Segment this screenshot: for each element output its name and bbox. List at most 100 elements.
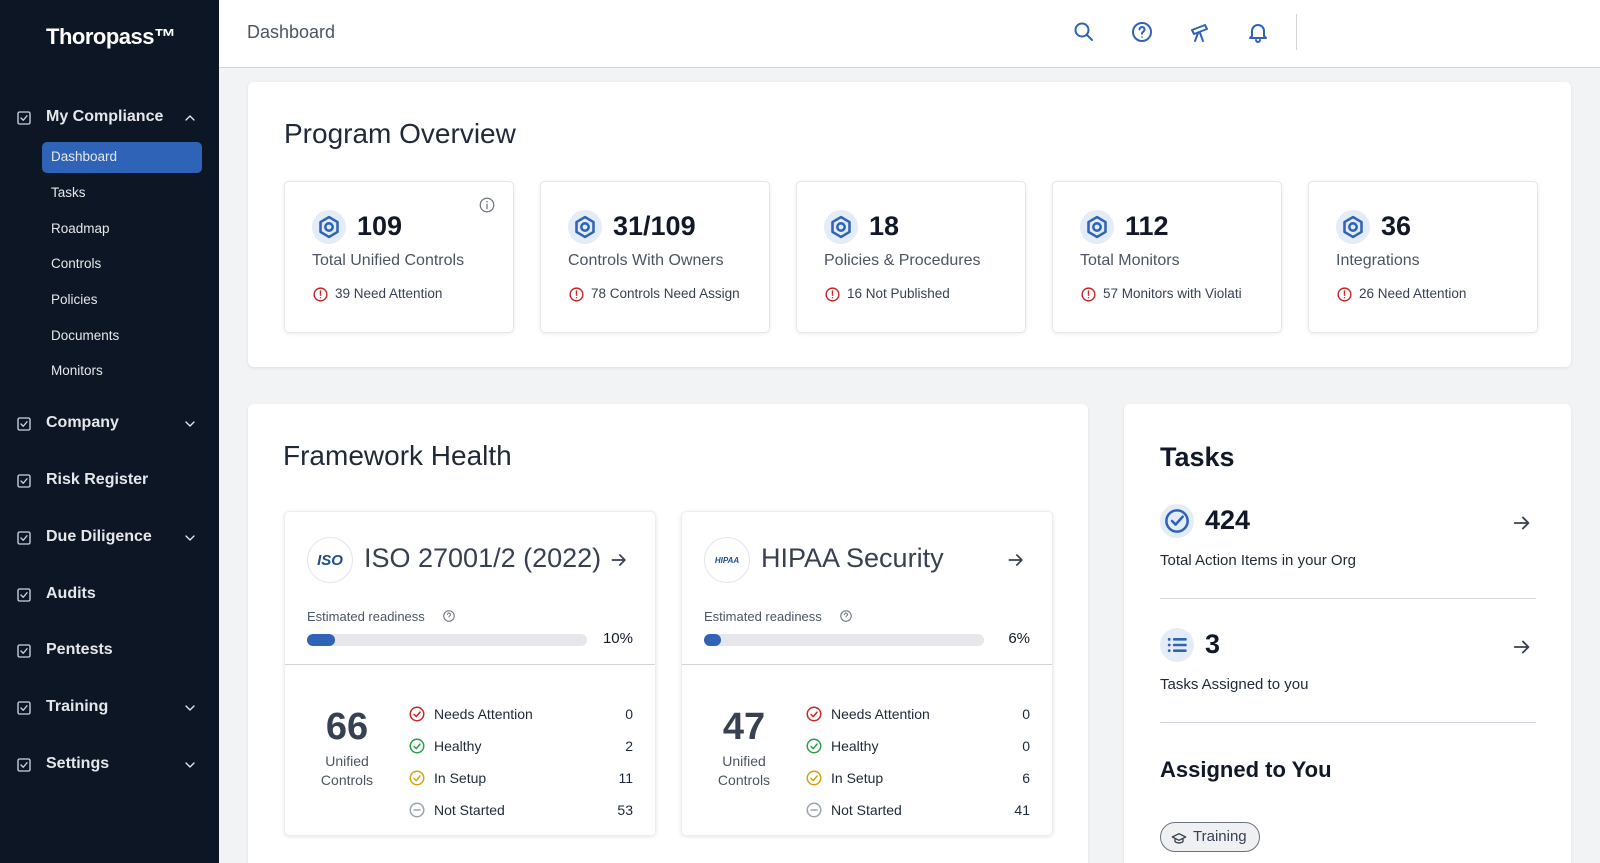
status-count: 41 (1014, 802, 1030, 818)
nav-item[interactable]: Audits (46, 585, 96, 602)
icon-path (413, 711, 421, 718)
icon-svg (1160, 504, 1194, 538)
icon-svg (17, 531, 31, 545)
stat-value: 112 (1125, 211, 1169, 241)
task-arrow[interactable] (1511, 636, 1533, 658)
icon-svg (825, 287, 840, 302)
alert-icon (1080, 286, 1097, 303)
nav-chevron[interactable] (182, 530, 198, 546)
framework-panel: Framework Health ISO ISO 27001/2 (2022) Est… (248, 404, 1088, 863)
icon-svg (185, 421, 195, 427)
icon-circle (568, 210, 602, 244)
task-icon (1160, 628, 1194, 662)
header: Dashboard (219, 0, 1600, 68)
nav-item[interactable]: Pentests (46, 641, 113, 658)
nav-chevron[interactable] (182, 416, 198, 432)
nav-subitem[interactable]: Roadmap (51, 221, 110, 236)
icon-circle (836, 222, 846, 232)
icon-path (185, 762, 195, 768)
nav-subitem[interactable]: Dashboard (51, 149, 118, 164)
icon-circle (319, 296, 322, 299)
icon-circle (1132, 22, 1152, 42)
icon-svg (1336, 210, 1370, 244)
header-icon[interactable] (1072, 20, 1096, 44)
alert-icon (312, 286, 329, 303)
nav-subitem[interactable]: Controls (51, 256, 102, 271)
stat-alert: 26 Need Attention (1359, 286, 1467, 301)
stat-icon (312, 210, 346, 244)
icon-path (1087, 215, 1107, 239)
icon-path (20, 705, 28, 711)
icon-path (413, 775, 421, 782)
stat-card: 109 Total Unified Controls 39 Need Attenti… (284, 181, 514, 333)
stat-card: 31/109 Controls With Owners 78 Controls Ne… (540, 181, 770, 333)
nav-subitem[interactable]: Documents (51, 328, 120, 343)
nav-item[interactable]: My Compliance (46, 108, 164, 125)
overview-panel: Program Overview 109 Total Unified Control… (248, 82, 1571, 367)
icon-svg (1337, 287, 1352, 302)
icon-svg (569, 287, 584, 302)
readiness-label: 10% (602, 630, 633, 647)
icon-circle (1141, 36, 1143, 38)
filter-pill[interactable]: Training (1160, 822, 1260, 852)
nav-item[interactable]: Training (46, 698, 109, 715)
icon-circle (580, 222, 590, 232)
task-arrow[interactable] (1511, 512, 1533, 534)
stat-label: Policies & Procedures (824, 252, 981, 269)
nav-item[interactable]: Due Diligence (46, 528, 152, 545)
icon-circle (1080, 210, 1114, 244)
total-label: Unified Controls (717, 753, 771, 788)
icon-svg (1171, 833, 1187, 844)
info-icon[interactable] (478, 196, 496, 214)
icon-circle (575, 296, 578, 299)
nav-icon (15, 109, 33, 127)
icon-circle (443, 610, 455, 622)
nav-chevron[interactable] (182, 110, 198, 126)
framework-arrow[interactable] (609, 550, 629, 570)
icon-circle (806, 706, 822, 722)
stat-icon (568, 210, 602, 244)
header-icon[interactable] (1188, 20, 1212, 44)
icon-svg (185, 535, 195, 541)
icon-circle (409, 802, 425, 818)
nav-subitem[interactable]: Monitors (51, 363, 103, 378)
nav-subitem[interactable]: Policies (51, 292, 98, 307)
icon-path (1138, 26, 1146, 35)
logo: Thoropass™ (46, 24, 176, 49)
framework-arrow[interactable] (1006, 550, 1026, 570)
framework-name: HIPAA Security (761, 543, 944, 573)
icon-rect (17, 758, 31, 772)
nav-chevron[interactable] (182, 757, 198, 773)
status-count: 0 (625, 706, 633, 722)
nav-item[interactable]: Settings (46, 755, 110, 772)
stat-value: 31/109 (613, 211, 696, 241)
icon-path (575, 215, 595, 239)
status-count: 0 (1022, 706, 1030, 722)
nav-chevron[interactable] (182, 700, 198, 716)
icon-path (20, 535, 28, 541)
readiness-track (704, 634, 984, 646)
header-icon[interactable] (1130, 20, 1154, 44)
nav-item[interactable]: Company (46, 414, 119, 431)
nav-item[interactable]: Risk Register (46, 471, 149, 488)
nav-subitem[interactable]: Tasks (51, 185, 86, 200)
header-icon[interactable] (1246, 20, 1270, 44)
icon-rect (17, 111, 31, 125)
status-count: 11 (618, 770, 633, 786)
icon-path (1513, 640, 1530, 654)
icon-circle (486, 200, 488, 203)
icon-svg (479, 197, 495, 213)
nav-icon (15, 756, 33, 774)
icon-svg (1513, 516, 1530, 530)
icon-svg (185, 705, 195, 711)
framework-name: ISO 27001/2 (2022) (364, 543, 602, 573)
icon-path (844, 612, 848, 618)
icon-circle (569, 287, 584, 302)
header-divider (1296, 14, 1297, 50)
stat-value: 36 (1381, 211, 1412, 241)
icon-svg (409, 802, 425, 818)
stat-icon (1336, 210, 1370, 244)
status-count: 0 (1022, 738, 1030, 754)
